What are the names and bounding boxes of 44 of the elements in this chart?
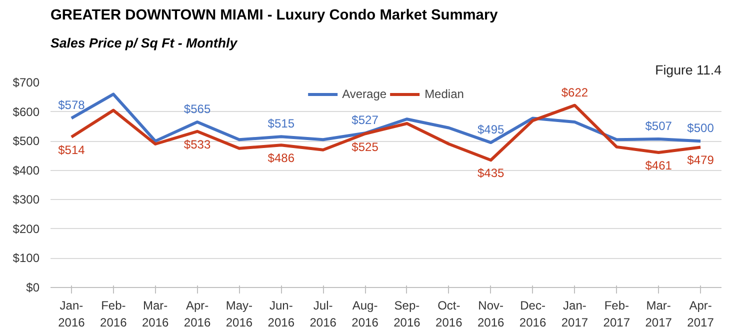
data-label: $495 [477,122,505,137]
data-label: $486 [268,151,295,166]
x-tick-label: Apr-2017 [687,298,714,330]
data-label: $514 [58,142,86,157]
chart-subtitle: Sales Price p/ Sq Ft - Monthly [50,36,238,50]
chart-title: GREATER DOWNTOWN MIAMI - Luxury Condo Market Summary [50,8,499,24]
x-tick-label: Feb-2016 [100,298,128,330]
y-tick-label: $400 [12,163,40,178]
x-tick-label: Feb-2017 [603,298,630,330]
data-label: $565 [184,102,211,116]
y-tick-label: $700 [12,76,40,90]
x-tick-label: Sep-2016 [394,298,421,330]
data-label: $479 [687,153,714,168]
data-label: $622 [561,85,588,100]
y-tick-label: $0 [26,280,40,294]
x-tick-label: Dec-2016 [519,298,546,330]
x-tick-label: Aug-2016 [352,298,379,330]
y-tick-label: $200 [12,222,40,236]
data-label: $527 [352,113,379,128]
x-tick-label: Nov-2016 [477,298,505,330]
x-tick-label: Apr-2016 [184,298,211,330]
legend-label: Average [342,87,387,101]
x-tick-label: Jul-2016 [310,298,337,330]
y-tick-label: $300 [12,192,40,207]
data-label: $461 [645,158,672,172]
y-tick-label: $500 [12,134,40,148]
x-tick-label: May-2016 [226,298,253,330]
x-tick-label: Mar-2016 [142,298,170,330]
y-tick-label: $600 [12,104,40,119]
data-label: $525 [352,140,379,154]
data-label: $500 [687,121,714,136]
x-tick-label: Jan-2017 [561,298,588,330]
y-tick-label: $100 [12,251,40,266]
legend-label: Median [424,87,464,101]
data-label: $515 [268,116,295,131]
data-label: $435 [477,166,505,180]
x-tick-label: Oct-2016 [436,298,463,330]
caption: Figure 11.4 [655,62,722,78]
data-label: $578 [58,98,86,112]
x-tick-label: Jan-2016 [58,298,86,330]
data-label: $507 [645,119,672,134]
data-label: $533 [184,137,211,152]
x-tick-label: Mar-2017 [645,298,672,330]
x-tick-label: Jun-2016 [268,298,295,330]
